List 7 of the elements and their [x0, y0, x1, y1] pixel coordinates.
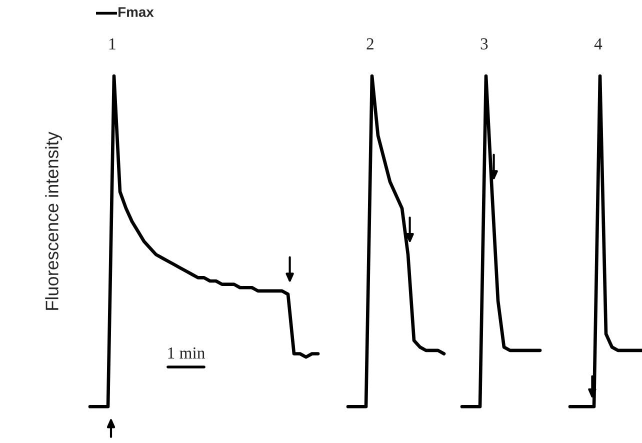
text: 1: [110, 38, 116, 50]
y-axis-title: Fluorescence intensity: [45, 132, 62, 310]
text: 2: [366, 38, 374, 50]
text: 3: [480, 38, 488, 50]
text: Fmax: [118, 7, 154, 17]
text: 4: [594, 38, 602, 50]
annotation: 1 min: [168, 347, 205, 358]
